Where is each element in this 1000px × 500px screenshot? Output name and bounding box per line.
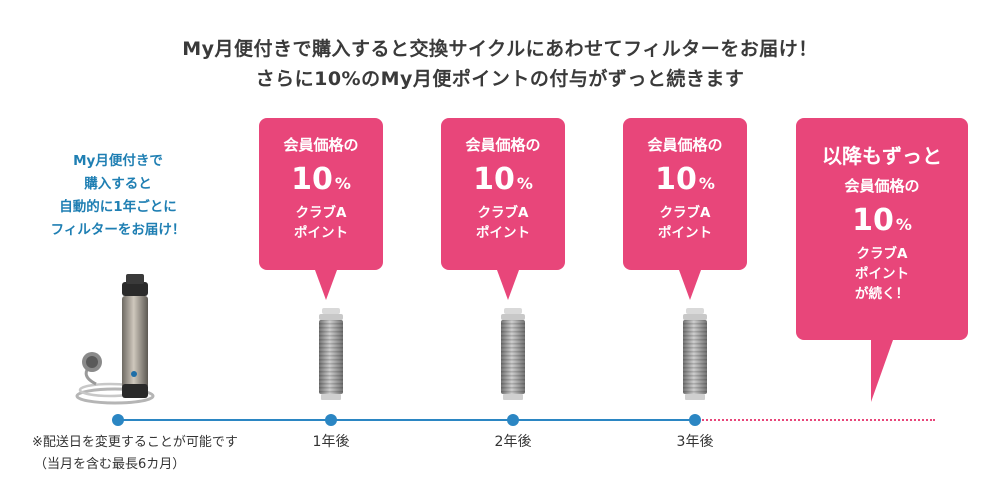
- bubble-percent: 10%: [259, 161, 383, 203]
- points-bubble-continuing: 以降もずっと 会員価格の 10% クラブA ポイント が続く！: [796, 118, 968, 402]
- left-message-line: 自動的に1年ごとに: [59, 199, 177, 215]
- points-bubble-year-3: 会員価格の 10% クラブA ポイント: [623, 118, 747, 300]
- bubble-percent-value: 10: [473, 162, 515, 197]
- bubble-percent-value: 10: [852, 203, 894, 238]
- bubble-points-label: ポイント: [658, 225, 712, 241]
- bubble-club-label: クラブA: [659, 205, 711, 221]
- delivery-note: ※配送日を変更することが可能です （当月を含む最長6カ月）: [32, 432, 238, 476]
- bubble-continuing-heading: 以降もずっと: [822, 144, 942, 168]
- left-message-line: My月便付きで: [73, 153, 163, 169]
- left-message-line: 購入すると: [84, 176, 152, 192]
- water-purifier-device-icon: [75, 274, 155, 405]
- timeline-dot-year-3: [689, 414, 701, 426]
- bubble-percent-sign: %: [516, 174, 533, 193]
- timeline-dot-year-2: [507, 414, 519, 426]
- bubble-points-label: ポイント: [476, 225, 530, 241]
- timeline-label-year-3: 3年後: [676, 434, 714, 450]
- bubble-percent: 10%: [796, 202, 968, 244]
- bubble-member-price-label: 会員価格の: [465, 136, 541, 154]
- bubble-percent: 10%: [623, 161, 747, 203]
- bubble-points-label: ポイント: [855, 266, 909, 282]
- bubble-member-price-label: 会員価格の: [647, 136, 723, 154]
- headline-line-2: さらに10%のMy月便ポイントの付与がずっと続きます: [255, 68, 745, 90]
- timeline-dotted-continuation: [695, 419, 935, 421]
- left-message: My月便付きで 購入すると 自動的に1年ごとに フィルターをお届け！: [18, 150, 218, 242]
- timeline-label-year-1: 1年後: [312, 434, 350, 450]
- bubble-percent-value: 10: [655, 162, 697, 197]
- delivery-note-line-2: （当月を含む最長6カ月）: [34, 457, 186, 472]
- timeline-label-year-2: 2年後: [494, 434, 532, 450]
- bubble-member-price-label: 会員価格の: [283, 136, 359, 154]
- bubble-club-label: クラブA: [477, 205, 529, 221]
- bubble-club-label: クラブA: [295, 205, 347, 221]
- bubble-percent-sign: %: [334, 174, 351, 193]
- filter-cartridge-icon: [319, 308, 343, 400]
- points-bubble-year-2: 会員価格の 10% クラブA ポイント: [441, 118, 565, 300]
- bubble-points-label: ポイント: [294, 225, 348, 241]
- bubble-percent: 10%: [441, 161, 565, 203]
- bubble-percent-value: 10: [291, 162, 333, 197]
- left-message-line: フィルターをお届け！: [50, 222, 186, 238]
- bubble-club-label: クラブA: [856, 246, 908, 262]
- filter-cartridge-icon: [501, 308, 525, 400]
- bubble-member-price-label: 会員価格の: [844, 177, 920, 195]
- headline-line-1: My月便付きで購入すると交換サイクルにあわせてフィルターをお届け！: [182, 38, 818, 60]
- bubble-continues-label: が続く！: [855, 286, 909, 302]
- points-bubble-year-1: 会員価格の 10% クラブA ポイント: [259, 118, 383, 300]
- filter-cartridge-icon: [683, 308, 707, 400]
- bubble-percent-sign: %: [698, 174, 715, 193]
- timeline-line: [118, 419, 695, 421]
- delivery-note-line-1: ※配送日を変更することが可能です: [32, 435, 238, 450]
- timeline-dot-year-1: [325, 414, 337, 426]
- bubble-percent-sign: %: [895, 215, 912, 234]
- timeline-dot-start: [112, 414, 124, 426]
